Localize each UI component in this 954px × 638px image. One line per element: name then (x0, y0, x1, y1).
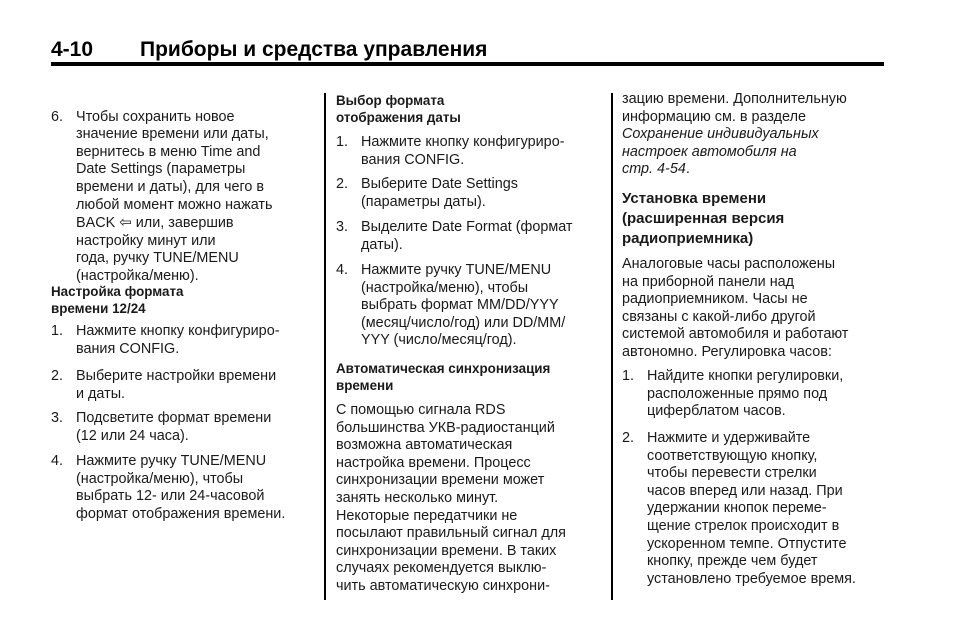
list-item: 4. Нажмите ручку TUNE/MENU (настройка/мен… (336, 262, 631, 350)
cross-reference: Сохранение индивидуальных настроек автом… (622, 126, 819, 178)
section-heading: Настройка формата времени 12/24 (51, 284, 184, 316)
paragraph: зацию времени. Дополнительную информацию… (622, 91, 892, 179)
item-number: 1. (336, 134, 349, 150)
page-number: 4-10 (51, 38, 94, 61)
page-title: Приборы и средства управления (140, 38, 488, 61)
section-heading: Выбор формата отображения даты (336, 93, 461, 125)
item-text: Нажмите кнопку конфигуриро- вания CONFIG… (76, 323, 280, 357)
item-text: Найдите кнопки регулировки, расположенны… (647, 368, 844, 420)
item-number: 1. (622, 368, 635, 384)
list-item: 1. Найдите кнопки регулировки, расположен… (622, 368, 917, 421)
back-arrow-icon: ⇦ (119, 214, 132, 232)
item-text: Нажмите кнопку конфигуриро- вания CONFIG… (361, 134, 565, 168)
section-heading: Установка времени (расширенная версия ра… (622, 190, 785, 247)
list-item: 3. Выделите Date Format (формат даты). (336, 219, 631, 254)
item-text: Выделите Date Format (формат даты). (361, 219, 573, 253)
paragraph-text: зацию времени. Дополнительную информацию… (622, 91, 847, 125)
column-divider (324, 93, 326, 600)
list-item: 6. Чтобы сохранить новое значение времени… (51, 91, 346, 286)
paragraph-text: . (685, 161, 690, 178)
item-text: Нажмите ручку TUNE/MENU (настройка/меню)… (76, 453, 286, 522)
section-heading: Автоматическая синхронизация времени (336, 361, 551, 393)
list-item: 2. Нажмите и удерживайте соответствующую … (622, 430, 917, 588)
list-item: 1. Нажмите кнопку конфигуриро- вания CONF… (51, 323, 346, 358)
item-number: 4. (51, 453, 64, 469)
list-item: 1. Нажмите кнопку конфигуриро- вания CONF… (336, 134, 631, 169)
item-number: 2. (51, 368, 64, 384)
item-text: Выберите настройки времени и даты. (76, 368, 277, 402)
item-number: 3. (336, 219, 349, 235)
item-text: или, завершив настройку минут или года, … (76, 215, 239, 284)
item-number: 3. (51, 410, 64, 426)
list-item: 2. Выберите настройки времени и даты. (51, 368, 346, 403)
item-text: Выберите Date Settings (параметры даты). (361, 176, 518, 210)
item-text: Подсветите формат времени (12 или 24 час… (76, 410, 272, 444)
column-divider (611, 93, 613, 600)
item-text: Чтобы сохранить новое значение времени и… (76, 108, 273, 232)
header-rule (51, 62, 884, 66)
paragraph: С помощью сигнала RDS большинства УКВ-ра… (336, 402, 566, 594)
list-item: 4. Нажмите ручку TUNE/MENU (настройка/мен… (51, 453, 346, 523)
item-text: Нажмите и удерживайте соответствующую кн… (647, 430, 856, 587)
item-number: 1. (51, 323, 64, 339)
item-text: Нажмите ручку TUNE/MENU (настройка/меню)… (361, 262, 566, 349)
item-number: 6. (51, 108, 64, 125)
item-number: 2. (336, 176, 349, 192)
list-item: 3. Подсветите формат времени (12 или 24 ч… (51, 410, 346, 445)
paragraph: Аналоговые часы расположены на приборной… (622, 256, 849, 360)
list-item: 2. Выберите Date Settings (параметры даты… (336, 176, 631, 211)
item-number: 2. (622, 430, 635, 446)
item-number: 4. (336, 262, 349, 278)
